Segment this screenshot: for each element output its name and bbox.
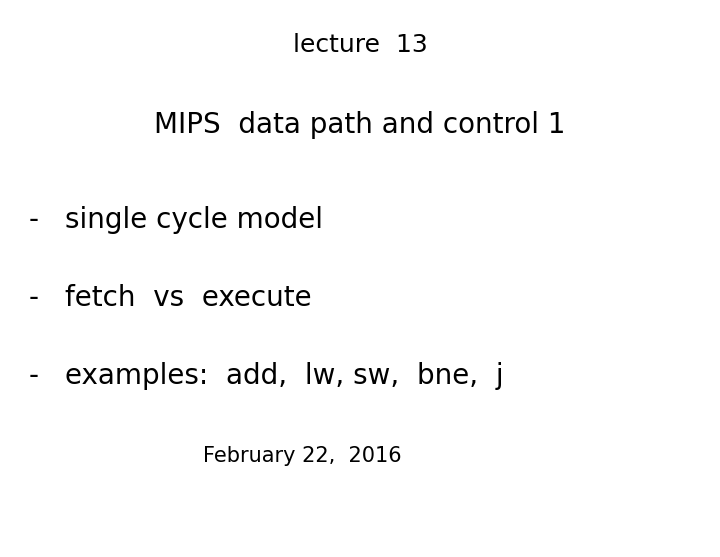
Text: -: - xyxy=(29,284,39,312)
Text: MIPS  data path and control 1: MIPS data path and control 1 xyxy=(154,111,566,139)
Text: February 22,  2016: February 22, 2016 xyxy=(203,446,402,466)
Text: fetch  vs  execute: fetch vs execute xyxy=(65,284,312,312)
Text: -: - xyxy=(29,362,39,390)
Text: examples:  add,  lw, sw,  bne,  j: examples: add, lw, sw, bne, j xyxy=(65,362,503,390)
Text: -: - xyxy=(29,206,39,234)
Text: single cycle model: single cycle model xyxy=(65,206,323,234)
Text: lecture  13: lecture 13 xyxy=(292,33,428,57)
